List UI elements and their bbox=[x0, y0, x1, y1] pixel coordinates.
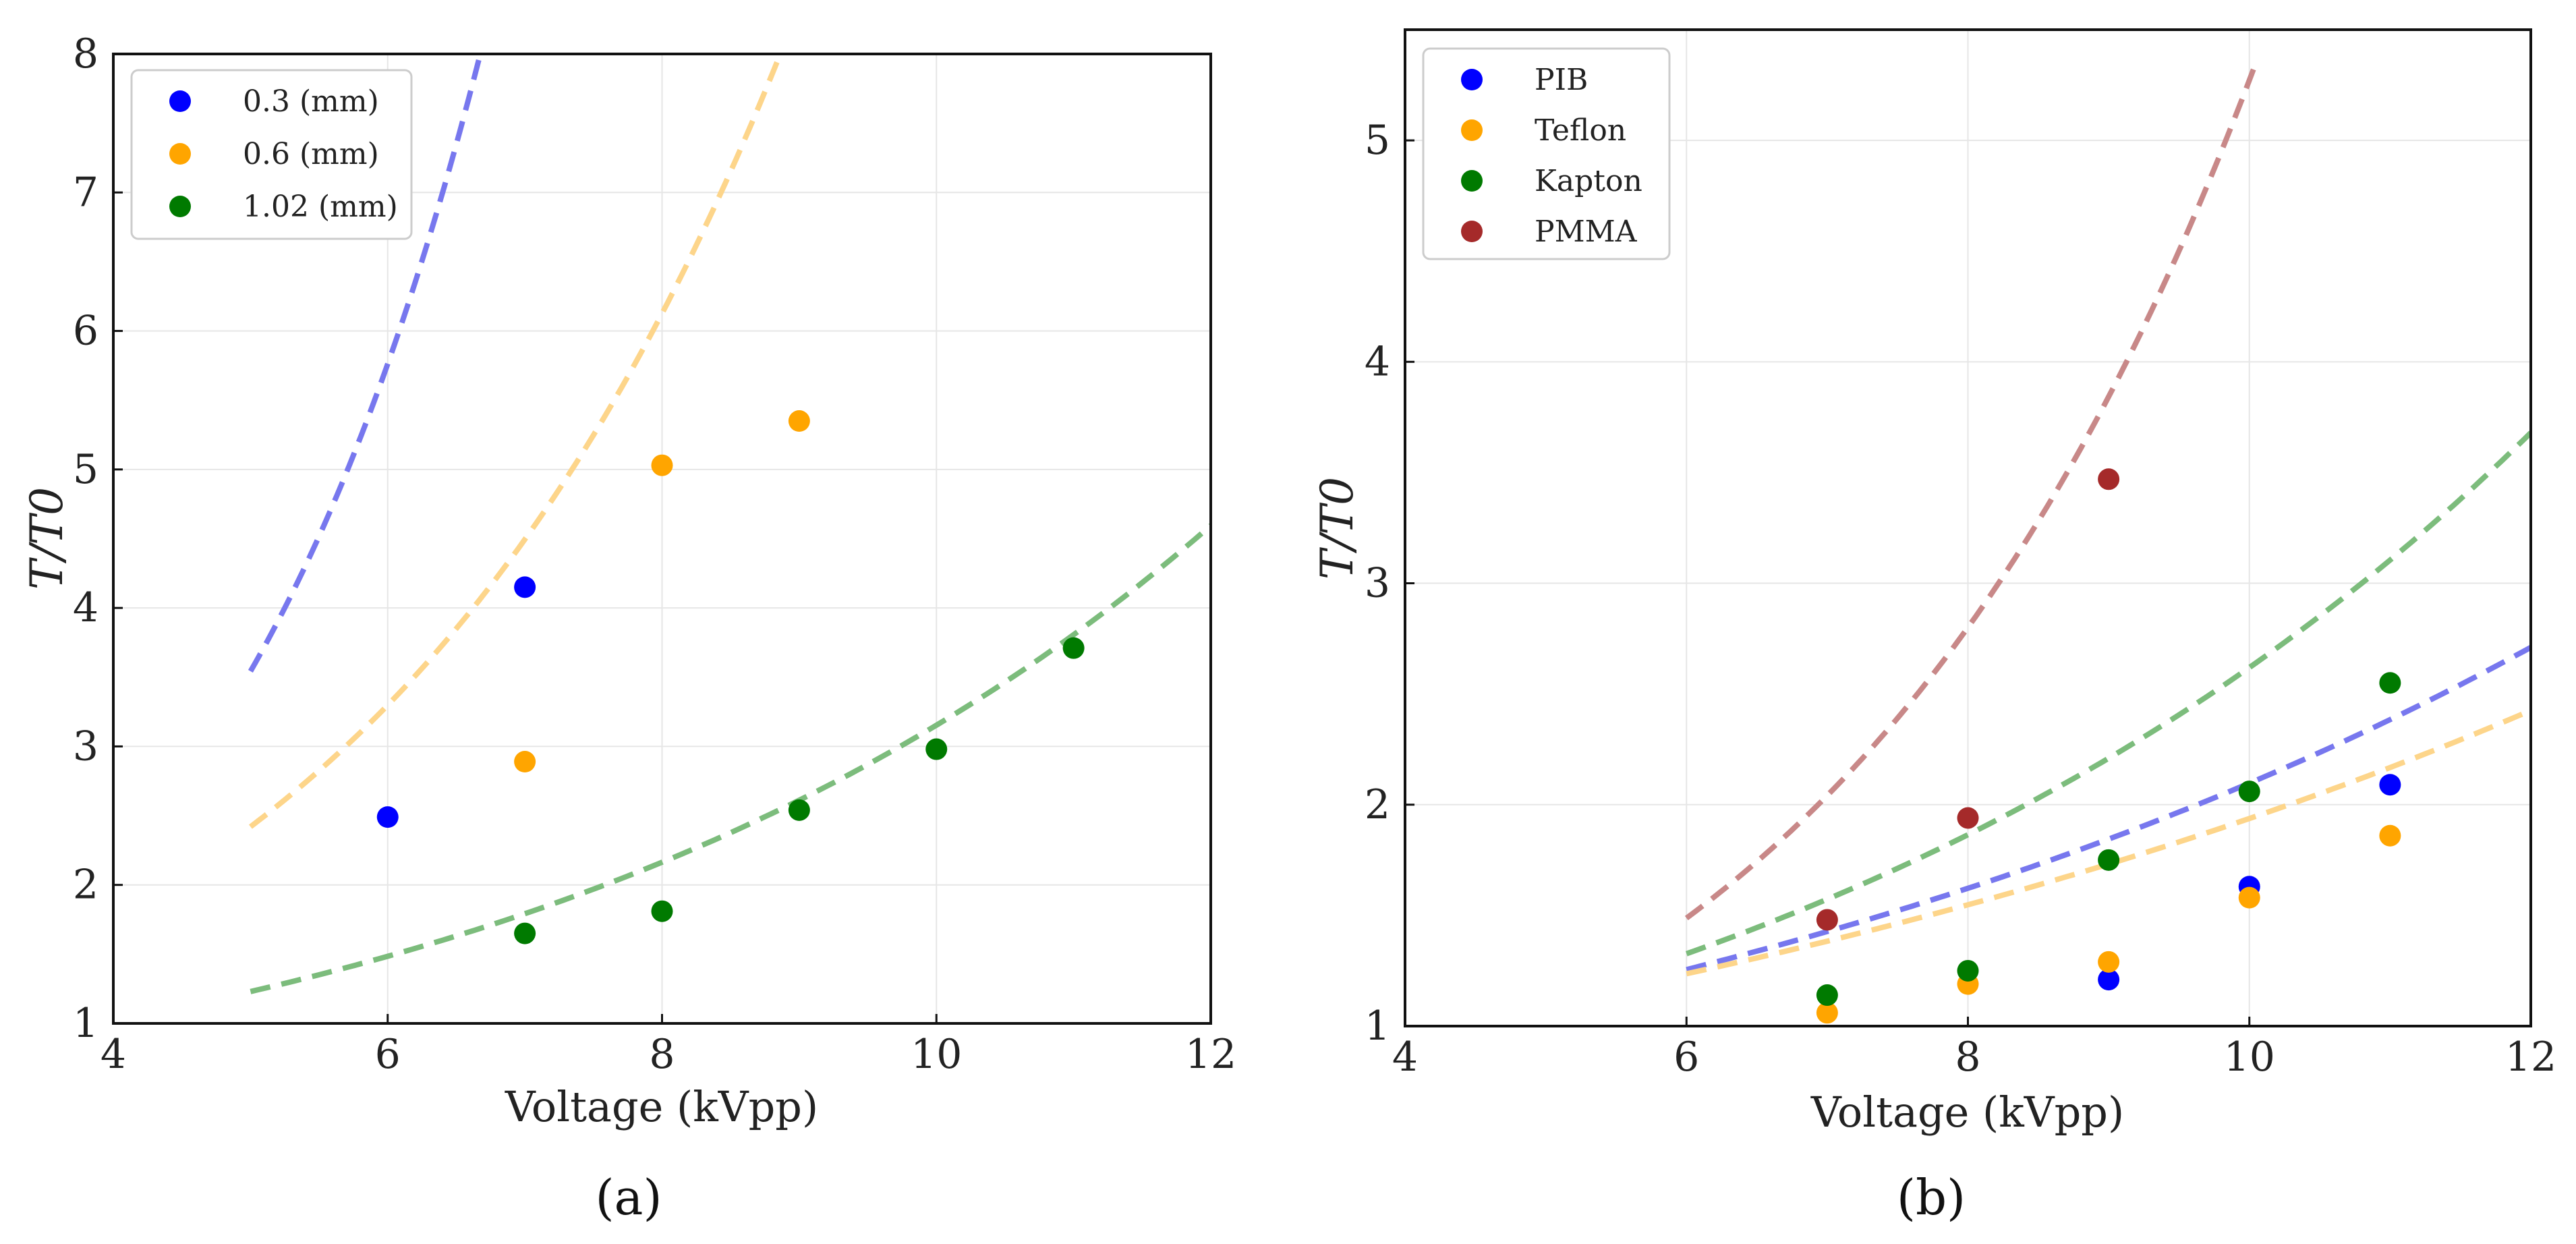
data-point bbox=[651, 454, 673, 476]
y-tick-label: 5 bbox=[73, 446, 98, 493]
x-axis-label: Voltage (kVpp) bbox=[505, 1082, 818, 1131]
legend-marker bbox=[1461, 221, 1483, 242]
x-tick-label: 12 bbox=[2505, 1034, 2556, 1081]
y-axis-label: T/T0 bbox=[21, 487, 73, 590]
x-tick-label: 6 bbox=[375, 1031, 401, 1078]
y-tick-label: 3 bbox=[73, 723, 98, 770]
data-point bbox=[788, 410, 810, 432]
panel-label: (a) bbox=[595, 1169, 662, 1226]
data-point bbox=[1957, 807, 1979, 829]
data-points bbox=[376, 410, 1085, 944]
legend-box bbox=[1422, 47, 1671, 260]
y-tick-label: 1 bbox=[73, 1000, 98, 1047]
data-point bbox=[2098, 951, 2120, 973]
data-point bbox=[376, 806, 399, 828]
data-point bbox=[1062, 637, 1085, 659]
data-point bbox=[2098, 468, 2120, 490]
legend-entry-label: 0.3 (mm) bbox=[243, 84, 379, 119]
legend-entry-label: Teflon bbox=[1535, 113, 1626, 148]
x-tick-label: 6 bbox=[1673, 1034, 1699, 1081]
data-point bbox=[2379, 774, 2401, 796]
legend-entry-label: Kapton bbox=[1535, 164, 1642, 198]
legend-marker bbox=[169, 196, 191, 217]
panel-label: (b) bbox=[1897, 1169, 1966, 1226]
fit-curve-series-2 bbox=[248, 54, 784, 829]
data-point bbox=[788, 799, 810, 821]
legend-marker bbox=[1461, 119, 1483, 141]
data-point bbox=[514, 576, 536, 598]
y-tick-label: 4 bbox=[1365, 338, 1390, 385]
x-tick-label: 10 bbox=[911, 1031, 962, 1078]
legend: 0.3 (mm) 0.6 (mm) 1.02 (mm) bbox=[130, 69, 413, 240]
data-point bbox=[2379, 824, 2401, 847]
y-tick-label: 8 bbox=[73, 30, 98, 78]
x-tick-label: 8 bbox=[1955, 1034, 1980, 1081]
data-point bbox=[925, 738, 948, 760]
data-point bbox=[514, 751, 536, 773]
fit-curve-series-3 bbox=[1685, 430, 2531, 957]
legend-entry-label: 1.02 (mm) bbox=[243, 190, 398, 224]
legend-entry-label: PMMA bbox=[1535, 215, 1638, 249]
x-tick-label: 12 bbox=[1185, 1031, 1236, 1078]
data-point bbox=[651, 900, 673, 922]
y-tick-label: 2 bbox=[73, 861, 98, 909]
data-point bbox=[2238, 886, 2260, 909]
data-point bbox=[2098, 849, 2120, 871]
y-tick-label: 4 bbox=[73, 584, 98, 631]
legend: PIB Teflon Kapton PMMA bbox=[1422, 47, 1671, 260]
data-point bbox=[2379, 672, 2401, 694]
fit-curves bbox=[248, 54, 1211, 994]
x-axis-label: Voltage (kVpp) bbox=[1810, 1087, 2124, 1137]
y-tick-label: 7 bbox=[73, 169, 98, 216]
y-tick-label: 6 bbox=[73, 308, 98, 355]
data-point bbox=[1816, 909, 1838, 931]
legend-entry-label: 0.6 (mm) bbox=[243, 137, 379, 171]
x-tick-label: 8 bbox=[649, 1031, 675, 1078]
data-point bbox=[1816, 1002, 1838, 1024]
legend-entry-label: PIB bbox=[1535, 63, 1588, 97]
data-point bbox=[1816, 984, 1838, 1007]
data-point bbox=[2238, 781, 2260, 803]
x-tick-label: 4 bbox=[101, 1031, 126, 1078]
legend-marker bbox=[169, 143, 191, 165]
y-tick-label: 5 bbox=[1365, 117, 1390, 164]
data-point bbox=[514, 922, 536, 944]
data-point bbox=[2098, 969, 2120, 991]
x-tick-label: 4 bbox=[1392, 1034, 1418, 1081]
legend-marker bbox=[1461, 170, 1483, 192]
x-tick-label: 10 bbox=[2224, 1034, 2275, 1081]
y-tick-label: 2 bbox=[1365, 781, 1390, 828]
y-tick-label: 1 bbox=[1365, 1002, 1390, 1050]
fit-curves bbox=[1684, 60, 2531, 977]
y-tick-label: 3 bbox=[1365, 560, 1390, 607]
y-axis-label: T/T0 bbox=[1311, 477, 1363, 579]
data-point bbox=[1957, 959, 1979, 982]
data-points bbox=[1816, 468, 2401, 1024]
fit-curve-series-1 bbox=[1686, 645, 2531, 973]
legend-box bbox=[130, 69, 413, 240]
fit-curve-series-2 bbox=[1686, 708, 2531, 977]
legend-marker bbox=[1461, 69, 1483, 90]
fit-curve-series-4 bbox=[1684, 60, 2259, 921]
fit-curve-series-3 bbox=[250, 523, 1211, 994]
legend-marker bbox=[169, 90, 191, 112]
